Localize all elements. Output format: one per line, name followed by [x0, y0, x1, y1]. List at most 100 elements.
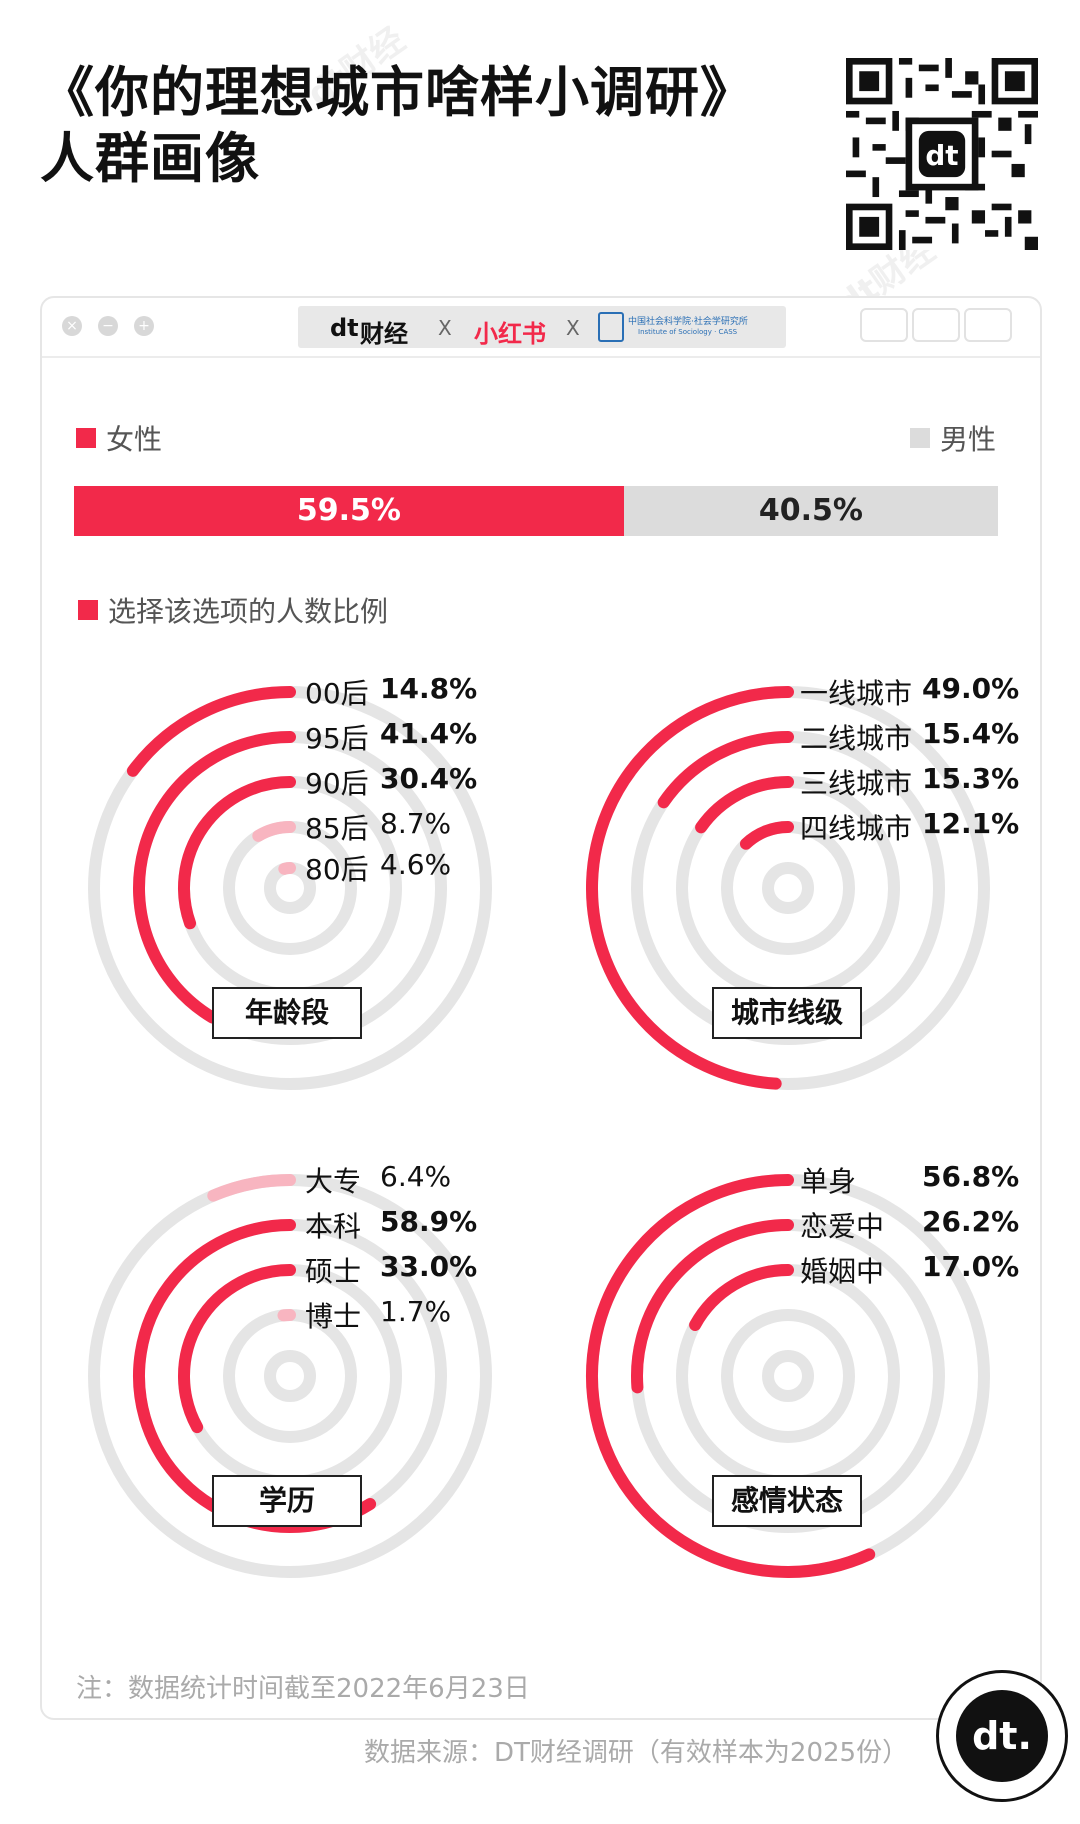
female-legend-swatch	[76, 428, 96, 448]
series-label-row: 四线城市 12.1%	[800, 807, 1019, 847]
category-label: 大专	[305, 1165, 362, 1198]
category-label: 本科	[305, 1210, 362, 1243]
value-label: 15.4%	[922, 717, 1020, 750]
dt-logo-text: 财经	[360, 320, 408, 348]
value-label: 30.4%	[380, 762, 478, 795]
share-legend-swatch	[78, 600, 98, 620]
chart-title-age: 年龄段	[212, 987, 362, 1039]
arc-四线城市	[739, 821, 794, 850]
category-label: 95后	[305, 722, 369, 755]
share-icon[interactable]	[912, 308, 960, 342]
category-label: 80后	[305, 853, 369, 886]
category-label: 一线城市	[800, 677, 913, 710]
maximize-icon[interactable]: +	[134, 316, 154, 336]
series-label-row: 本科 58.9%	[305, 1205, 477, 1245]
series-label-row: 恋爱中 26.2%	[800, 1205, 1019, 1245]
logo-separator: X	[438, 316, 452, 340]
value-label: 26.2%	[922, 1205, 1020, 1238]
dt-badge-logo: dt.	[956, 1690, 1048, 1782]
arc-一线城市	[586, 686, 794, 1090]
male-share-bar	[623, 486, 998, 536]
arc-90后	[178, 776, 296, 930]
male-share-value: 40.5%	[758, 493, 863, 528]
female-legend-label: 女性	[106, 423, 163, 456]
arc-大专	[207, 1174, 296, 1202]
series-label-row: 80后 4.6%	[305, 848, 451, 888]
minimize-icon[interactable]: −	[98, 316, 118, 336]
footnote: 注：数据统计时间截至2022年6月23日	[76, 1674, 530, 1704]
ring-track	[264, 1350, 316, 1402]
chart-title-city-tier: 城市线级	[712, 987, 862, 1039]
arc-三线城市	[695, 776, 794, 834]
male-legend-label: 男性	[940, 423, 997, 456]
value-label: 15.3%	[922, 762, 1020, 795]
partner-logos: dt 财经 X 小红书 X 中国社会科学院·社会学研究所 Institute o…	[298, 306, 786, 348]
data-source: 数据来源：DT财经调研（有效样本为2025份）	[364, 1738, 909, 1768]
category-label: 四线城市	[800, 812, 913, 845]
title-line-2: 人群画像	[40, 127, 260, 190]
svg-text:dt: dt	[925, 139, 958, 172]
series-label-row: 单身 56.8%	[800, 1160, 1019, 1200]
series-label-row: 85后 8.7%	[305, 807, 451, 847]
arc-婚姻中	[689, 1264, 794, 1331]
value-label: 8.7%	[380, 807, 452, 840]
value-label: 6.4%	[380, 1160, 452, 1193]
series-label-row: 硕士 33.0%	[305, 1250, 477, 1290]
female-share-value: 59.5%	[296, 493, 401, 528]
arc-80后	[278, 862, 296, 875]
copy-icon[interactable]	[964, 308, 1012, 342]
dt-badge[interactable]: dt.	[936, 1670, 1068, 1802]
female-share-bar	[74, 486, 624, 536]
chart-title-relationship: 感情状态	[712, 1475, 862, 1527]
cass-logo-line2: Institute of Sociology · CASS	[638, 328, 738, 336]
chart-title-education: 学历	[212, 1475, 362, 1527]
value-label: 17.0%	[922, 1250, 1020, 1283]
record-button[interactable]	[860, 308, 908, 342]
category-label: 博士	[305, 1300, 362, 1333]
value-label: 58.9%	[380, 1205, 478, 1238]
logo-separator: X	[566, 316, 580, 340]
category-label: 恋爱中	[800, 1210, 885, 1243]
cass-logo-line1: 中国社会科学院·社会学研究所	[628, 317, 748, 327]
category-label: 单身	[800, 1165, 857, 1198]
ring-track	[721, 1309, 855, 1443]
ring-track	[762, 862, 814, 914]
value-label: 49.0%	[922, 672, 1020, 705]
page-title: 《你的理想城市啥样小调研》 人群画像	[40, 60, 755, 192]
dt-logo: dt	[330, 314, 359, 342]
series-label-row: 三线城市 15.3%	[800, 762, 1019, 802]
share-legend-label: 选择该选项的人数比例	[108, 595, 389, 628]
series-label-row: 二线城市 15.4%	[800, 717, 1019, 757]
series-label-row: 95后 41.4%	[305, 717, 477, 757]
arc-85后	[252, 821, 296, 842]
series-label-row: 90后 30.4%	[305, 762, 477, 802]
cass-logo-icon	[598, 312, 624, 342]
category-label: 三线城市	[800, 767, 913, 800]
series-label-row: 婚姻中 17.0%	[800, 1250, 1019, 1290]
category-label: 85后	[305, 812, 369, 845]
category-label: 婚姻中	[800, 1255, 885, 1288]
series-label-row: 大专 6.4%	[305, 1160, 451, 1200]
male-legend-swatch	[910, 428, 930, 448]
value-label: 41.4%	[380, 717, 478, 750]
value-label: 1.7%	[380, 1295, 452, 1328]
arc-硕士	[178, 1264, 296, 1434]
arc-00后	[126, 686, 296, 777]
series-label-row: 一线城市 49.0%	[800, 672, 1019, 712]
category-label: 00后	[305, 677, 369, 710]
arc-恋爱中	[631, 1219, 794, 1394]
value-label: 12.1%	[922, 807, 1020, 840]
arc-单身	[586, 1174, 876, 1578]
title-line-1: 《你的理想城市啥样小调研》	[40, 61, 755, 124]
value-label: 56.8%	[922, 1160, 1020, 1193]
value-label: 4.6%	[380, 848, 452, 881]
arc-95后	[133, 731, 296, 1024]
close-icon[interactable]: ×	[62, 316, 82, 336]
xiaohongshu-logo: 小红书	[474, 320, 546, 348]
category-label: 90后	[305, 767, 369, 800]
value-label: 33.0%	[380, 1250, 478, 1283]
window-titlebar: × − + dt 财经 X 小红书 X 中国社会科学院·社会学研究所 Insti…	[42, 298, 1040, 358]
category-label: 二线城市	[800, 722, 913, 755]
qr-code: dt	[846, 58, 1038, 250]
